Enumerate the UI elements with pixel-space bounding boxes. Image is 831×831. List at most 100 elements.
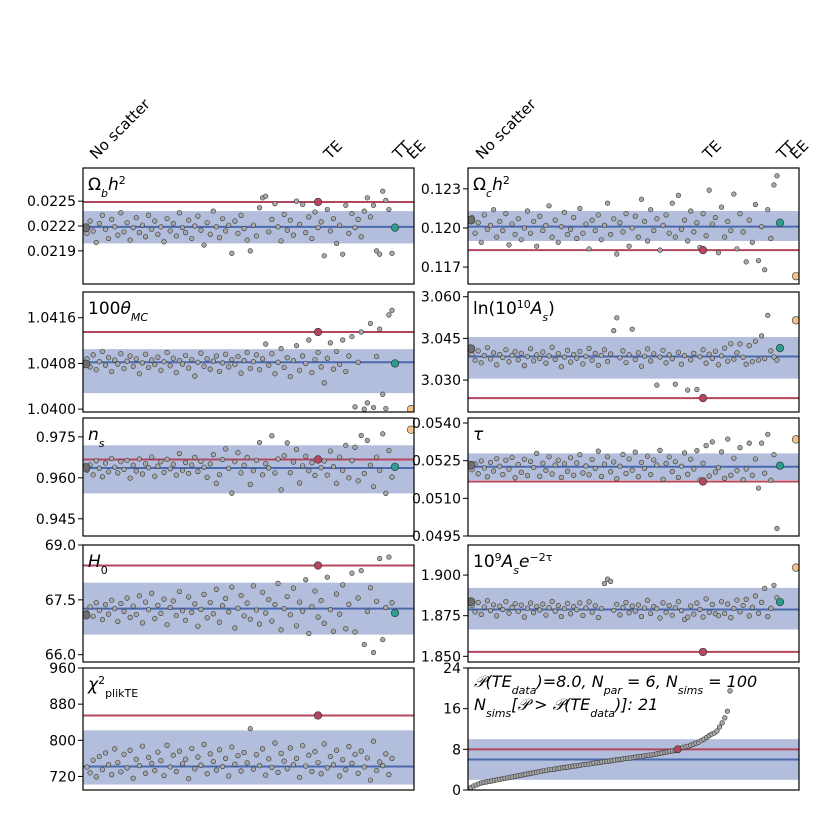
sim-point: [524, 208, 531, 214]
sim-point: [337, 611, 343, 617]
sim-point: [318, 219, 324, 225]
sim-point: [340, 337, 346, 343]
sim-point: [284, 440, 290, 446]
sim-point: [728, 341, 734, 347]
sim-point: [537, 607, 543, 613]
sim-point: [509, 604, 515, 611]
sim-point: [358, 432, 364, 439]
panel-frame: [467, 167, 800, 285]
sim-point: [250, 222, 256, 228]
sim-point: [275, 224, 281, 230]
sim-point: [598, 237, 604, 243]
sim-point: [364, 608, 370, 615]
sim-point: [340, 582, 346, 588]
sim-point: [210, 758, 216, 765]
sim-point: [164, 349, 170, 356]
sim-point: [315, 349, 321, 356]
sim-point: [136, 371, 142, 377]
tt-point: [390, 608, 400, 618]
sim-point: [675, 599, 682, 605]
sim-point: [96, 465, 102, 471]
sim-point: [755, 610, 762, 616]
sim-point: [127, 747, 133, 753]
sim-point: [93, 458, 99, 464]
sim-point: [567, 455, 574, 461]
annotation-line-1: 𝒫(TEdata)=8.0, Npar = 6, Nsims = 100: [474, 672, 757, 697]
sim-point: [109, 455, 115, 462]
sim-point: [765, 312, 771, 318]
no-scatter-point: [83, 610, 91, 620]
sim-point: [182, 459, 189, 466]
sim-point: [287, 745, 293, 751]
sim-point: [170, 461, 176, 467]
sim-point: [734, 468, 740, 474]
sim-point: [321, 741, 327, 747]
sim-point: [158, 758, 164, 764]
sim-point: [740, 354, 746, 360]
sim-point: [198, 762, 204, 768]
sim-point: [198, 606, 204, 612]
sim-point: [207, 751, 213, 757]
y-tick-label: 24: [443, 661, 461, 677]
sim-point: [771, 354, 777, 360]
panel-title: Ωch2: [473, 174, 510, 200]
sim-point: [722, 715, 728, 721]
sim-point: [112, 746, 118, 752]
sim-point: [478, 360, 484, 366]
sim-point: [370, 483, 377, 490]
sim-point: [654, 606, 660, 612]
sim-point: [725, 436, 731, 442]
sim-point: [728, 472, 734, 478]
sim-point: [158, 610, 164, 616]
sim-point: [179, 608, 186, 614]
sim-point: [293, 623, 300, 629]
sim-point: [722, 610, 728, 617]
sim-point: [253, 607, 260, 613]
panel-title: ns: [88, 425, 105, 450]
sim-point: [189, 745, 195, 752]
sim-point: [752, 338, 759, 344]
sim-point: [706, 187, 712, 193]
sim-point: [370, 404, 377, 411]
sim-point: [540, 227, 546, 234]
sim-point: [324, 574, 330, 580]
sim-point: [186, 776, 192, 782]
sim-point: [324, 765, 330, 771]
sim-point: [275, 580, 281, 586]
sim-point: [173, 233, 179, 239]
sim-point: [105, 235, 112, 242]
sim-point: [657, 615, 663, 621]
sim-point: [340, 251, 346, 257]
te-data-point: [313, 561, 323, 570]
label-te-right: TE: [698, 137, 725, 164]
sim-point: [216, 368, 223, 375]
sim-point: [232, 361, 238, 368]
sim-point: [303, 230, 309, 236]
sim-point: [281, 364, 287, 371]
sim-point: [601, 347, 608, 353]
sim-point: [574, 355, 580, 361]
sim-point: [263, 610, 269, 616]
sim-point: [740, 229, 746, 235]
sim-point: [577, 452, 583, 458]
sim-point: [272, 740, 278, 746]
sim-point: [133, 468, 139, 474]
sim-point: [207, 461, 213, 467]
sim-point: [740, 602, 746, 609]
y-tick-label: 1.900: [421, 568, 461, 584]
sim-point: [179, 761, 186, 767]
sim-point: [300, 463, 306, 469]
sim-point: [247, 248, 253, 254]
sim-point: [158, 367, 164, 373]
sim-point: [290, 357, 297, 364]
sim-point: [383, 604, 389, 611]
sim-point: [346, 475, 352, 481]
sim-point: [648, 610, 654, 617]
sim-point: [743, 466, 749, 472]
sim-point: [232, 218, 238, 224]
sim-point: [685, 471, 691, 477]
sim-point: [577, 348, 583, 355]
sim-point: [93, 239, 99, 246]
sim-point: [263, 772, 269, 778]
panel-frame: [467, 291, 800, 413]
